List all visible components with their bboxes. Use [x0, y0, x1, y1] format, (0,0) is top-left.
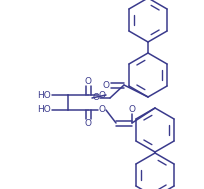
Text: O: O	[84, 119, 92, 129]
Text: HO: HO	[37, 105, 51, 115]
Text: O: O	[99, 105, 105, 115]
Text: O: O	[99, 91, 105, 99]
Text: O: O	[84, 77, 92, 85]
Text: HO: HO	[37, 91, 51, 99]
Text: O: O	[102, 81, 110, 90]
Text: O: O	[92, 94, 100, 102]
Text: O: O	[129, 105, 135, 114]
